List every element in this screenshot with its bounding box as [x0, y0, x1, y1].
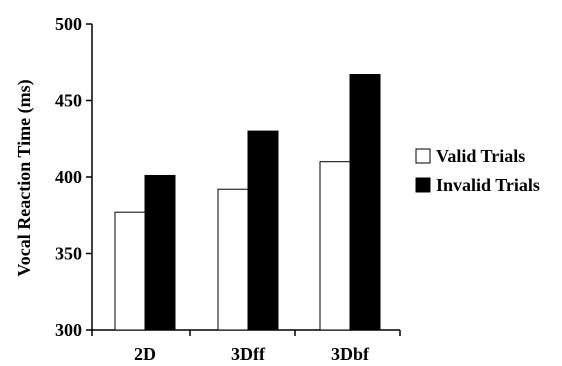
legend-swatch: [415, 148, 431, 164]
legend-swatch: [415, 177, 431, 193]
y-tick-label: 450: [55, 91, 82, 111]
bar-invalid-3Dff: [247, 130, 279, 331]
bars: [114, 73, 381, 331]
x-tick-label: 3Dbf: [331, 344, 370, 364]
y-tick-label: 400: [55, 167, 82, 187]
y-axis-title: Vocal Reaction Time (ms): [14, 79, 35, 276]
x-tick-label: 2D: [134, 344, 156, 364]
y-tick-label: 350: [55, 244, 82, 264]
legend: Valid Trials Invalid Trials: [415, 146, 540, 195]
legend-label: Invalid Trials: [436, 175, 540, 195]
y-tick-label: 500: [55, 14, 82, 34]
x-tick-label: 3Dff: [231, 344, 266, 364]
bar-invalid-2D: [144, 174, 176, 331]
labels: Vocal Reaction Time (ms) 300 350 400 450 500…: [14, 14, 370, 364]
bar-invalid-3Dbf: [349, 73, 381, 331]
bar-valid-2D: [114, 211, 146, 331]
legend-label: Valid Trials: [436, 146, 525, 166]
bar-valid-3Dff: [217, 188, 249, 331]
bar-valid-3Dbf: [319, 161, 351, 331]
y-tick-label: 300: [55, 320, 82, 340]
